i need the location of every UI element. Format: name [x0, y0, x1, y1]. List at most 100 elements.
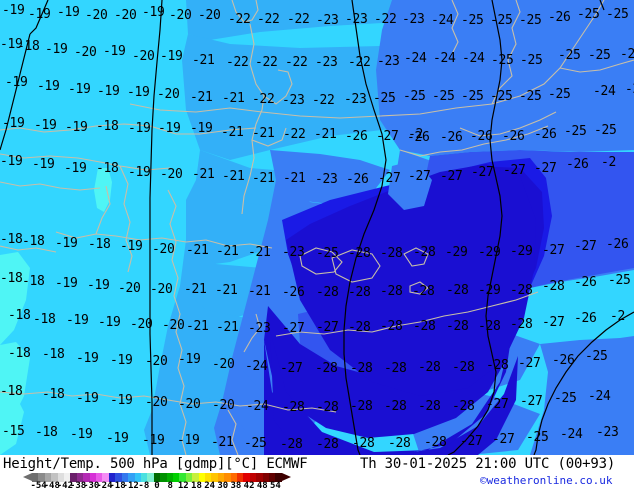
- temperature-value-label: -20: [114, 8, 137, 23]
- temperature-value-label: -19: [55, 276, 78, 291]
- temperature-value-label: -2: [610, 309, 626, 324]
- map-vector-layer: [0, 0, 634, 455]
- temperature-value-label: -19: [65, 120, 88, 135]
- temperature-value-label: -19: [76, 351, 99, 366]
- temperature-value-label: -19: [0, 37, 23, 52]
- temp-band-blue-deep: [264, 158, 552, 455]
- colorbar-swatch: [160, 473, 167, 482]
- temperature-value-label: -21: [186, 319, 209, 334]
- colorbar-swatch: [147, 473, 154, 482]
- temperature-value-label: -27: [316, 320, 339, 335]
- temperature-value-label: -20: [198, 8, 221, 23]
- temperature-value-label: -29: [478, 245, 501, 260]
- colorbar-tick: 8: [167, 481, 173, 490]
- temperature-value-label: -28: [412, 284, 435, 299]
- temperature-value-label: -20: [162, 318, 185, 333]
- temperature-value-label: -27: [440, 169, 463, 184]
- temperature-value-label: -21: [186, 243, 209, 258]
- temperature-value-label: -20: [178, 397, 201, 412]
- temperature-value-label: -28: [282, 400, 305, 415]
- temperature-value-label: -24: [433, 51, 456, 66]
- temperature-value-label: -28: [446, 283, 469, 298]
- temperature-value-label: -28: [384, 361, 407, 376]
- temperature-value-label: -18: [8, 346, 31, 361]
- temperature-value-label: -19: [98, 315, 121, 330]
- colorbar-tick: 18: [191, 481, 202, 490]
- temperature-value-label: -19: [103, 44, 126, 59]
- colorbar-swatches: [32, 473, 282, 482]
- temperature-value-label: -26: [502, 129, 525, 144]
- temperature-value-label: -28: [316, 400, 339, 415]
- temperature-value-label: -20: [169, 8, 192, 23]
- colorbar-swatch: [140, 473, 148, 482]
- temperature-value-label: -27: [486, 397, 509, 412]
- temperature-value-label: -22: [255, 55, 278, 70]
- temperature-value-label: -23: [315, 172, 338, 187]
- temperature-value-label: -23: [315, 55, 338, 70]
- temperature-value-label: -27: [282, 321, 305, 336]
- temperature-value-label: -25: [520, 53, 543, 68]
- colorbar-swatch: [224, 473, 231, 482]
- temperature-value-label: -25: [490, 89, 513, 104]
- temperature-value-label: -26: [574, 275, 597, 290]
- colorbar-swatch: [102, 473, 109, 482]
- colorbar-tick: -54: [30, 481, 47, 490]
- colorbar-swatch: [134, 473, 141, 482]
- temperature-value-label: -27: [542, 243, 565, 258]
- temperature-value-label: -25: [491, 53, 514, 68]
- temperature-value-label: -15: [2, 424, 25, 439]
- temperature-value-label: -21: [248, 245, 271, 260]
- map-footer: Height/Temp. 500 hPa [gdmp][°C] ECMWF Th…: [0, 455, 634, 490]
- temperature-value-label: -22: [312, 93, 335, 108]
- temperature-value-label: -19: [177, 433, 200, 448]
- temperature-value-label: -22: [226, 55, 249, 70]
- temperature-value-label: -25: [490, 13, 513, 28]
- geopotential-height-isolines: [0, 0, 634, 455]
- temperature-value-label: -19: [0, 154, 23, 169]
- colorbar-tick: 24: [204, 481, 216, 490]
- temperature-value-label: -28: [350, 361, 373, 376]
- temperature-value-label: -21: [252, 126, 275, 141]
- temperature-value-label: -25: [594, 123, 617, 138]
- temperature-value-label: -18: [8, 308, 31, 323]
- temperature-value-label: -20: [160, 167, 183, 182]
- temperature-value-label: -19: [2, 116, 25, 131]
- temperature-value-label: -19: [158, 121, 181, 136]
- colorbar-swatch: [237, 473, 244, 482]
- temperature-value-label: -18: [96, 119, 119, 134]
- temperature-value-label: -18: [88, 237, 111, 252]
- footer-credit-link[interactable]: ©weatheronline.co.uk: [480, 474, 613, 487]
- weather-map-canvas[interactable]: -19 -19 -19 -20 -20 -19 -20 -20 -22 -22 -22 -23 -23 -…: [0, 0, 634, 455]
- temperature-value-label: -27: [503, 163, 526, 178]
- temperature-value-label: -19: [66, 313, 89, 328]
- colorbar-swatch: [83, 473, 90, 482]
- temperature-value-label: -20: [212, 357, 235, 372]
- colorbar-tick: 30: [217, 481, 229, 490]
- temperature-value-label: -28: [380, 319, 403, 334]
- temperature-value-label: -19: [37, 79, 60, 94]
- colorbar-tick: -24: [96, 481, 113, 490]
- temperature-value-label: -19: [76, 391, 99, 406]
- temperature-value-label: -28: [418, 360, 441, 375]
- temperature-value-label: -28: [510, 317, 533, 332]
- temperature-value-label: -25: [316, 246, 339, 261]
- temperature-value-label: -28: [486, 358, 509, 373]
- temperature-colorbar[interactable]: -54 -48 -42 -38 -30 -24 -18 -12 -8 0 8 12 18 24 30 38 42…: [23, 473, 294, 490]
- temperature-value-label: -29: [478, 283, 501, 298]
- temperature-value-label: -19: [128, 165, 151, 180]
- temperature-value-label: -21: [222, 169, 245, 184]
- temperature-value-label: -23: [377, 54, 400, 69]
- temperature-value-label: -18: [22, 234, 45, 249]
- colorbar-tick: 42: [243, 481, 255, 490]
- colorbar-tick: -38: [69, 481, 87, 490]
- temperature-value-label: -18: [22, 274, 45, 289]
- temperature-value-label: -28: [380, 284, 403, 299]
- colorbar-tick: -48: [43, 481, 60, 490]
- temperature-value-label: -22: [283, 127, 306, 142]
- temperature-value-label: -19: [5, 75, 28, 90]
- temperature-value-label: -21: [221, 125, 244, 140]
- temperature-value-label: -27: [534, 161, 557, 176]
- temperature-value-label: -19: [160, 49, 183, 64]
- colorbar-left-arrow-icon: [23, 473, 32, 481]
